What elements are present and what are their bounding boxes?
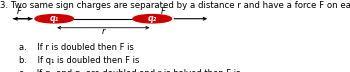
Text: q₁: q₁ [50,14,59,23]
Ellipse shape [35,15,74,23]
Text: 3. Two same sign charges are separated by a distance r and have a force F on eac: 3. Two same sign charges are separated b… [0,1,350,10]
Text: r: r [102,27,105,36]
Text: q₂: q₂ [148,14,157,23]
Text: F: F [17,7,22,16]
Text: c.    If q₁ and q₂ are doubled and r is halved then F is: c. If q₁ and q₂ are doubled and r is hal… [19,69,241,72]
Ellipse shape [133,15,172,23]
Text: F: F [160,7,165,16]
Text: a.    If r is doubled then F is: a. If r is doubled then F is [19,43,134,52]
Text: b.    If q₁ is doubled then F is: b. If q₁ is doubled then F is [19,56,140,65]
